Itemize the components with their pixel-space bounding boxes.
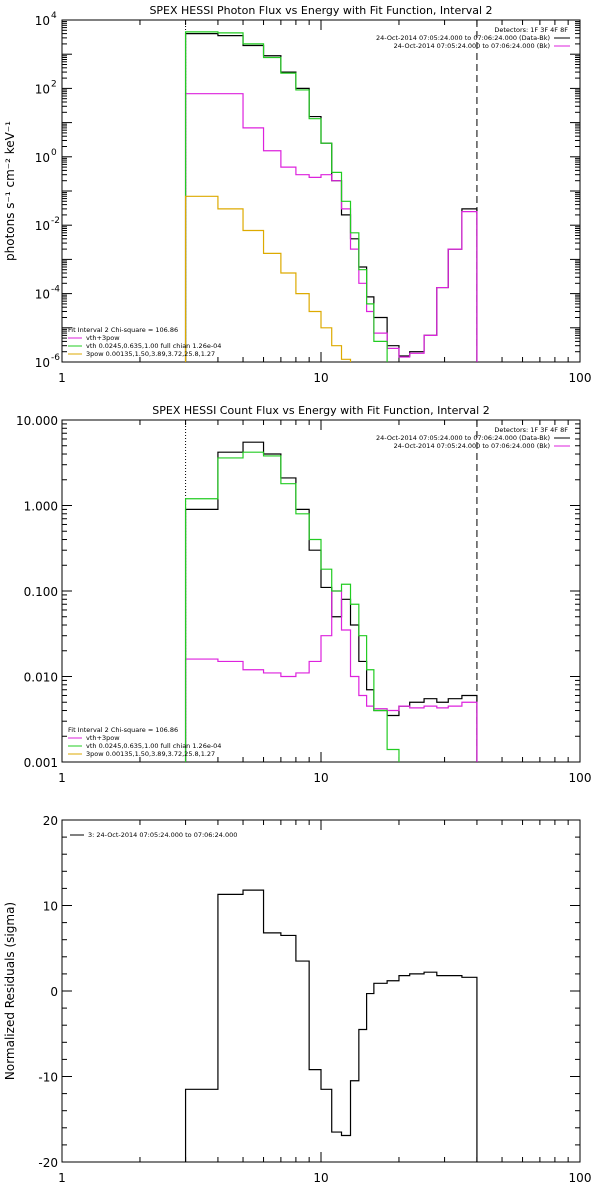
y-tick-label: 0.001 [24, 756, 58, 770]
y-tick-label: 10 [35, 356, 50, 370]
y-tick-exponent: -2 [51, 216, 60, 226]
legend-entry: Detectors: 1F 3F 4F 8F [494, 26, 568, 34]
legend-entry: 3: 24-Oct-2014 07:05:24.000 to 07:06:24.… [88, 831, 237, 839]
x-tick-label: 100 [569, 771, 592, 785]
x-tick-label: 1 [58, 771, 66, 785]
series-data-line [184, 441, 478, 762]
y-tick-label: 10 [35, 82, 50, 96]
y-tick-label: 10 [35, 288, 50, 302]
legend-entry: 24-Oct-2014 07:05:24.000 to 07:06:24.000… [376, 434, 550, 442]
y-tick-label: 1.000 [24, 500, 58, 514]
legend-entry: vth 0.0245,0.635,1.00 full chian 1.26e-0… [86, 342, 221, 350]
chart-title: SPEX HESSI Count Flux vs Energy with Fit… [152, 404, 489, 417]
chart-title: SPEX HESSI Photon Flux vs Energy with Fi… [149, 4, 492, 17]
legend-entry: 3pow 0.00135,1.50,3.89,3.72,25.8,1.27 [86, 750, 215, 758]
y-tick-label: 0 [50, 985, 58, 999]
series-vth-line [184, 31, 388, 362]
legend-entry: vth+3pow [86, 334, 120, 342]
series-3pow-line [184, 195, 352, 362]
y-tick-label: 20 [43, 814, 58, 828]
plot-frame [61, 19, 581, 363]
legend-entry: vth+3pow [86, 734, 120, 742]
y-tick-label: 10 [35, 219, 50, 233]
x-tick-label: 1 [58, 1171, 66, 1185]
y-tick-exponent: 4 [51, 11, 57, 21]
y-tick-exponent: -4 [51, 285, 60, 295]
y-tick-label: 0.010 [24, 671, 58, 685]
legend-entry: Detectors: 1F 3F 4F 8F [494, 426, 568, 434]
legend-entry: Fit Interval 2 Chi-square = 106.86 [68, 326, 178, 334]
y-tick-exponent: -6 [51, 353, 60, 363]
x-tick-label: 10 [313, 1171, 328, 1185]
legend-entry: 24-Oct-2014 07:05:24.000 to 07:06:24.000… [376, 34, 550, 42]
y-tick-label: 0.100 [24, 585, 58, 599]
legend-entry: Fit Interval 2 Chi-square = 106.86 [68, 726, 178, 734]
y-tick-label: 10 [35, 14, 50, 28]
series-vth-line [184, 451, 400, 762]
y-tick-label: -20 [38, 1156, 58, 1170]
x-tick-label: 100 [569, 371, 592, 385]
legend-entry: 3pow 0.00135,1.50,3.89,3.72,25.8,1.27 [86, 350, 215, 358]
y-axis-label: Normalized Residuals (sigma) [3, 902, 17, 1080]
series-vth-3pow-line [184, 590, 478, 762]
plot-frame [61, 819, 581, 1163]
y-axis-label: photons s⁻¹ cm⁻² keV⁻¹ [3, 121, 17, 261]
x-tick-label: 1 [58, 371, 66, 385]
y-tick-label: 10.000 [16, 414, 58, 428]
x-tick-label: 10 [313, 771, 328, 785]
x-tick-label: 100 [569, 1171, 592, 1185]
series-data-line [184, 33, 478, 362]
plot-frame [61, 419, 581, 763]
y-tick-label: -10 [38, 1071, 58, 1085]
series-vth-3pow-line [184, 93, 478, 362]
legend-entry: 24-Oct-2014 07:05:24.000 to 07:06:24.000… [394, 442, 550, 450]
series-residuals-line [184, 889, 478, 1162]
legend-entry: 24-Oct-2014 07:05:24.000 to 07:06:24.000… [394, 42, 550, 50]
y-tick-exponent: 2 [51, 79, 57, 89]
y-tick-exponent: 0 [51, 148, 57, 158]
y-tick-label: 10 [35, 151, 50, 165]
y-tick-label: 10 [43, 900, 58, 914]
x-tick-label: 10 [313, 371, 328, 385]
legend-entry: vth 0.0245,0.635,1.00 full chian 1.26e-0… [86, 742, 221, 750]
